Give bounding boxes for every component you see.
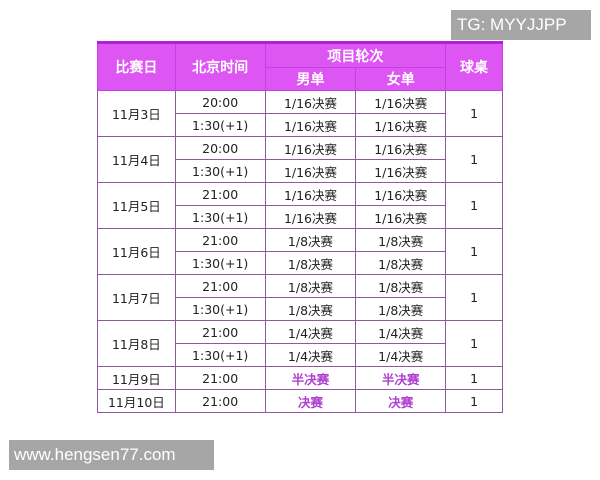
table-count-cell: 1 bbox=[445, 274, 503, 321]
header-table: 球桌 bbox=[445, 42, 503, 91]
women-round-cell: 1/16决赛 bbox=[355, 136, 447, 160]
women-round-cell: 1/8决赛 bbox=[355, 274, 447, 298]
women-round-cell: 1/8决赛 bbox=[355, 297, 447, 321]
men-round-cell: 半决赛 bbox=[264, 366, 357, 390]
table-row: 1:30(+1) 1/8决赛 1/8决赛 bbox=[98, 297, 503, 321]
men-round-cell: 1/16决赛 bbox=[264, 159, 357, 183]
men-round-cell: 决赛 bbox=[264, 389, 357, 413]
table-count-cell: 1 bbox=[445, 90, 503, 137]
time-cell: 1:30(+1) bbox=[174, 297, 266, 321]
men-round-cell: 1/16决赛 bbox=[264, 90, 357, 114]
table-count-cell: 1 bbox=[445, 320, 503, 367]
time-cell: 21:00 bbox=[174, 389, 266, 413]
men-round-cell: 1/16决赛 bbox=[264, 136, 357, 160]
table-row: 1:30(+1) 1/16决赛 1/16决赛 bbox=[98, 159, 503, 183]
time-cell: 21:00 bbox=[174, 228, 266, 252]
time-cell: 21:00 bbox=[174, 366, 266, 390]
header-women: 女单 bbox=[355, 67, 447, 91]
table-count-cell: 1 bbox=[445, 366, 503, 390]
table-count-cell: 1 bbox=[445, 228, 503, 275]
date-cell: 11月8日 bbox=[97, 320, 176, 367]
women-round-cell: 1/8决赛 bbox=[355, 251, 447, 275]
time-cell: 21:00 bbox=[174, 182, 266, 206]
time-cell: 1:30(+1) bbox=[174, 343, 266, 367]
tg-watermark: TG: MYYJJPP bbox=[451, 10, 591, 40]
time-cell: 1:30(+1) bbox=[174, 113, 266, 137]
men-round-cell: 1/16决赛 bbox=[264, 205, 357, 229]
schedule-table: 比赛日 北京时间 项目轮次 球桌 男单 女单 11月3日 20:00 1/16决赛 1… bbox=[97, 41, 503, 413]
date-cell: 11月7日 bbox=[97, 274, 176, 321]
date-cell: 11月3日 bbox=[97, 90, 176, 137]
men-round-cell: 1/16决赛 bbox=[264, 113, 357, 137]
header-men: 男单 bbox=[264, 67, 357, 91]
table-row: 11月4日 20:00 1/16决赛 1/16决赛 1 bbox=[97, 136, 503, 183]
table-count-cell: 1 bbox=[445, 182, 503, 229]
date-cell: 11月6日 bbox=[97, 228, 176, 275]
women-round-cell: 1/16决赛 bbox=[355, 182, 447, 206]
table-row: 11月9日 21:00 半决赛 半决赛 1 bbox=[97, 366, 503, 390]
table-row: 11月10日 21:00 决赛 决赛 1 bbox=[97, 389, 503, 413]
header-time: 北京时间 bbox=[174, 42, 266, 91]
table-row: 11月3日 20:00 1/16决赛 1/16决赛 1 bbox=[97, 90, 503, 137]
header-date: 比赛日 bbox=[97, 42, 176, 91]
time-cell: 21:00 bbox=[174, 274, 266, 298]
women-round-cell: 1/4决赛 bbox=[355, 343, 447, 367]
time-cell: 20:00 bbox=[174, 136, 266, 160]
women-round-cell: 1/16决赛 bbox=[355, 205, 447, 229]
men-round-cell: 1/8决赛 bbox=[264, 274, 357, 298]
women-round-cell: 决赛 bbox=[355, 389, 447, 413]
table-row: 11月5日 21:00 1/16决赛 1/16决赛 1 bbox=[97, 182, 503, 229]
table-row: 1:30(+1) 1/4决赛 1/4决赛 bbox=[98, 343, 503, 367]
women-round-cell: 1/8决赛 bbox=[355, 228, 447, 252]
time-cell: 20:00 bbox=[174, 90, 266, 114]
women-round-cell: 半决赛 bbox=[355, 366, 447, 390]
date-cell: 11月4日 bbox=[97, 136, 176, 183]
table-count-cell: 1 bbox=[445, 136, 503, 183]
table-row: 1:30(+1) 1/16决赛 1/16决赛 bbox=[98, 113, 503, 137]
site-watermark: www.hengsen77.com bbox=[9, 440, 214, 470]
table-row: 11月6日 21:00 1/8决赛 1/8决赛 1 bbox=[97, 228, 503, 275]
men-round-cell: 1/8决赛 bbox=[264, 251, 357, 275]
table-count-cell: 1 bbox=[445, 389, 503, 413]
table-row: 1:30(+1) 1/8决赛 1/8决赛 bbox=[98, 251, 503, 275]
women-round-cell: 1/16决赛 bbox=[355, 159, 447, 183]
men-round-cell: 1/4决赛 bbox=[264, 320, 357, 344]
time-cell: 1:30(+1) bbox=[174, 159, 266, 183]
time-cell: 1:30(+1) bbox=[174, 205, 266, 229]
women-round-cell: 1/16决赛 bbox=[355, 90, 447, 114]
header-event: 项目轮次 bbox=[264, 42, 447, 68]
date-cell: 11月10日 bbox=[97, 389, 176, 413]
time-cell: 21:00 bbox=[174, 320, 266, 344]
men-round-cell: 1/4决赛 bbox=[264, 343, 357, 367]
date-cell: 11月5日 bbox=[97, 182, 176, 229]
women-round-cell: 1/4决赛 bbox=[355, 320, 447, 344]
table-row: 11月7日 21:00 1/8决赛 1/8决赛 1 bbox=[97, 274, 503, 321]
men-round-cell: 1/16决赛 bbox=[264, 182, 357, 206]
men-round-cell: 1/8决赛 bbox=[264, 297, 357, 321]
date-cell: 11月9日 bbox=[97, 366, 176, 390]
men-round-cell: 1/8决赛 bbox=[264, 228, 357, 252]
table-row: 1:30(+1) 1/16决赛 1/16决赛 bbox=[98, 205, 503, 229]
women-round-cell: 1/16决赛 bbox=[355, 113, 447, 137]
time-cell: 1:30(+1) bbox=[174, 251, 266, 275]
table-row: 11月8日 21:00 1/4决赛 1/4决赛 1 bbox=[97, 320, 503, 367]
